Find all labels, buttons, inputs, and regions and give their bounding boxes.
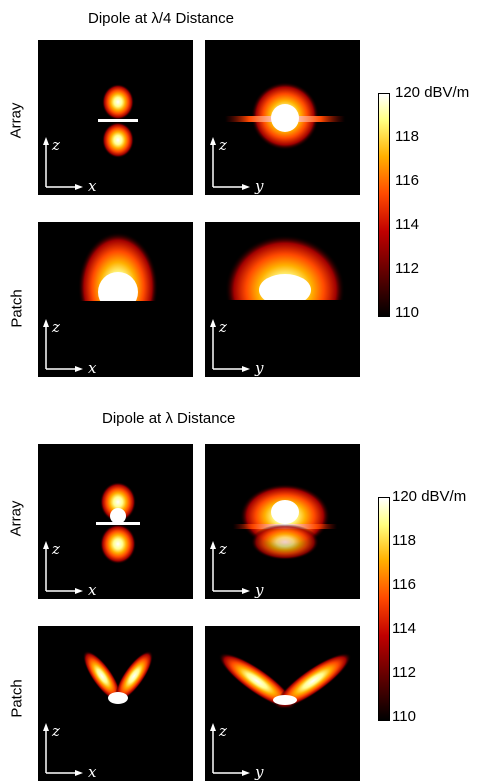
colorbar-tick-label: 110 [392, 708, 416, 725]
field-map-panel: z y [205, 40, 360, 195]
axes-indicator: z x [43, 722, 97, 781]
colorbar-tick-label: 110 [395, 304, 419, 321]
field-map-panel: z x [38, 626, 193, 781]
colorbar [378, 497, 390, 721]
axes-indicator: z x [43, 136, 97, 195]
colorbar-tick-label: 118 [392, 532, 416, 549]
colorbar-tick-label: 116 [395, 172, 419, 189]
axis-x-label: x [88, 581, 97, 599]
axes-indicator: z y [210, 540, 264, 599]
colorbar-tick-label: 120 dBV/m [395, 84, 470, 101]
axes-indicator: z y [210, 136, 264, 195]
field-map-panel: z y [205, 444, 360, 599]
colorbar-tick-label: 114 [392, 620, 416, 637]
axes-indicator: z x [43, 540, 97, 599]
colorbar-tick-label: 112 [392, 664, 416, 681]
field-map-panel: z y [205, 626, 360, 781]
axis-z-label: z [218, 318, 227, 336]
field-map-panel: z x [38, 222, 193, 377]
axis-y-label: y [254, 581, 264, 599]
row-label-patch: Patch [8, 289, 26, 328]
axis-z-label: z [218, 136, 227, 154]
axis-y-label: y [254, 177, 264, 195]
colorbar-tick-label: 116 [392, 576, 416, 593]
row-label-array: Array [7, 102, 25, 139]
axis-z-label: z [218, 722, 227, 740]
axis-z-label: z [51, 318, 60, 336]
colorbar-tick-label: 114 [395, 216, 419, 233]
axis-z-label: z [218, 540, 227, 558]
field-map-panel: z y [205, 222, 360, 377]
colorbar-tick-label: 120 dBV/m [392, 488, 467, 505]
axis-z-label: z [51, 540, 60, 558]
colorbar-tick-label: 112 [395, 260, 419, 277]
axis-y-label: y [254, 763, 264, 781]
axis-x-label: x [88, 177, 97, 195]
row-label-patch: Patch [8, 679, 26, 718]
axes-indicator: z y [210, 722, 264, 781]
row-label-array: Array [7, 500, 25, 537]
axis-z-label: z [51, 136, 60, 154]
axis-x-label: x [88, 763, 97, 781]
axis-z-label: z [51, 722, 60, 740]
axis-y-label: y [254, 359, 264, 377]
colorbar-tick-label: 118 [395, 128, 419, 145]
colorbar [378, 93, 390, 317]
axes-indicator: z y [210, 318, 264, 377]
field-map-panel: z x [38, 444, 193, 599]
section-title: Dipole at λ/4 Distance [88, 10, 234, 27]
section-title: Dipole at λ Distance [102, 410, 236, 427]
axis-x-label: x [88, 359, 97, 377]
field-map-panel: z x [38, 40, 193, 195]
axes-indicator: z x [43, 318, 97, 377]
